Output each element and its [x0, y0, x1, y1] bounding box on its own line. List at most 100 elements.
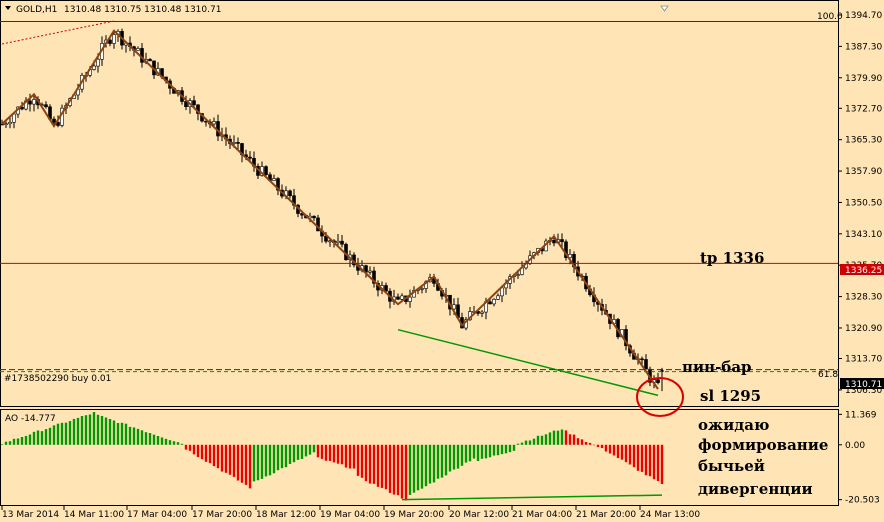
ao-bar	[492, 444, 496, 456]
ao-bar	[156, 435, 160, 445]
header-symbol: GOLD,H1	[16, 5, 57, 15]
ao-bar	[268, 444, 272, 476]
ao-bar	[176, 442, 180, 445]
ao-bar	[556, 430, 560, 445]
ao-bar	[244, 444, 248, 485]
time-tick-label: 21 Mar 20:00	[576, 510, 636, 520]
price-tick-label: 1394.70	[845, 11, 882, 21]
ao-bar	[476, 444, 480, 461]
ao-bar	[264, 444, 268, 477]
candle-body	[384, 285, 388, 292]
ao-bar	[440, 444, 444, 478]
ao-bar	[372, 444, 376, 484]
ao-bar	[444, 444, 448, 476]
ao-bar	[384, 444, 388, 490]
candle-body	[564, 241, 568, 258]
ao-bar	[324, 444, 328, 461]
ao-bar	[468, 444, 472, 462]
ao-bar	[404, 444, 408, 501]
candle-body	[148, 59, 152, 62]
sl-annotation: sl 1295	[700, 387, 761, 405]
price-tick-label: 1343.10	[845, 230, 882, 240]
candle-body	[232, 142, 236, 144]
candle-body	[312, 215, 316, 219]
ao-bar	[344, 444, 348, 468]
price-tick-label: 1365.30	[845, 136, 882, 146]
ao-bar	[544, 434, 548, 445]
price-tick-label: 1379.90	[845, 74, 882, 84]
candle-body	[44, 104, 48, 108]
ao-bar	[588, 442, 592, 445]
ao-bar	[184, 444, 188, 450]
ao-bar	[204, 444, 208, 462]
ao-bar	[564, 430, 568, 445]
candle-body	[340, 240, 344, 245]
ao-bar	[516, 443, 520, 445]
price-tick-label: 1313.70	[845, 355, 882, 365]
pin-bar-circle[interactable]	[636, 377, 684, 417]
candle-body	[488, 301, 492, 305]
ao-bar	[168, 440, 172, 445]
ao-bar	[660, 444, 664, 485]
ao-bar	[448, 444, 452, 472]
current-price-tag	[840, 378, 884, 389]
ao-tick-label: 11.369	[845, 410, 877, 420]
ao-bar	[472, 444, 476, 459]
candle-body	[408, 296, 412, 302]
candle-body	[96, 58, 100, 67]
ao-bar	[88, 414, 92, 445]
time-tick-label: 19 Mar 04:00	[320, 510, 380, 520]
ao-title: AO -14.777	[5, 414, 56, 424]
candle-body	[372, 270, 376, 284]
ao-bar	[28, 434, 32, 445]
time-tick-label: 19 Mar 20:00	[384, 510, 444, 520]
dropdown-arrow-icon[interactable]	[5, 6, 11, 10]
ao-bar	[136, 428, 140, 445]
ao-bar	[316, 444, 320, 458]
ao-bar	[332, 444, 336, 463]
ao-bar	[528, 440, 532, 445]
candle-body	[192, 100, 196, 106]
ao-bar	[224, 444, 228, 473]
ao-bar	[624, 444, 628, 463]
current-price-tag-text: 1310.71	[845, 380, 882, 390]
ao-bar	[424, 444, 428, 487]
ao-bar	[436, 444, 440, 479]
ao-bar	[44, 429, 48, 445]
ao-bar	[604, 444, 608, 452]
candle-body	[336, 240, 340, 243]
price-panel-frame	[0, 0, 839, 407]
ao-bar	[12, 438, 16, 445]
candle-body	[108, 39, 112, 44]
price-tick-label: 1350.50	[845, 198, 882, 208]
ao-bar	[112, 420, 116, 445]
candle-body	[8, 121, 12, 125]
candle-body	[272, 178, 276, 181]
ao-bar	[220, 444, 224, 472]
note-line-3: бычьей	[698, 457, 765, 475]
price-axis: 1394.70 1387.30 1379.90 1372.70 1365.30 1357.…	[838, 11, 884, 396]
fib-100-label: 100.0	[817, 12, 843, 22]
ao-bar	[160, 437, 164, 445]
ao-bar	[412, 444, 416, 493]
candle-body	[560, 239, 564, 243]
note-line-1: ожидаю	[698, 416, 769, 434]
ao-bar	[216, 444, 220, 469]
ao-bar	[276, 444, 280, 471]
pinbar-annotation: пин-бар	[682, 358, 752, 376]
ao-bar	[584, 441, 588, 445]
ao-bar	[500, 444, 504, 455]
ao-bar	[420, 444, 424, 489]
ao-bar	[256, 444, 260, 481]
ao-tick-label: 0.00	[845, 441, 865, 451]
ao-bar	[376, 444, 380, 487]
ao-bar	[512, 444, 516, 451]
ao-bar	[240, 444, 244, 483]
scroll-arrow-icon[interactable]	[660, 5, 669, 12]
ao-bar	[20, 437, 24, 445]
ao-bar	[124, 423, 128, 445]
ao-bar	[52, 425, 56, 445]
candle-body	[624, 329, 628, 347]
ao-bar	[536, 435, 540, 445]
